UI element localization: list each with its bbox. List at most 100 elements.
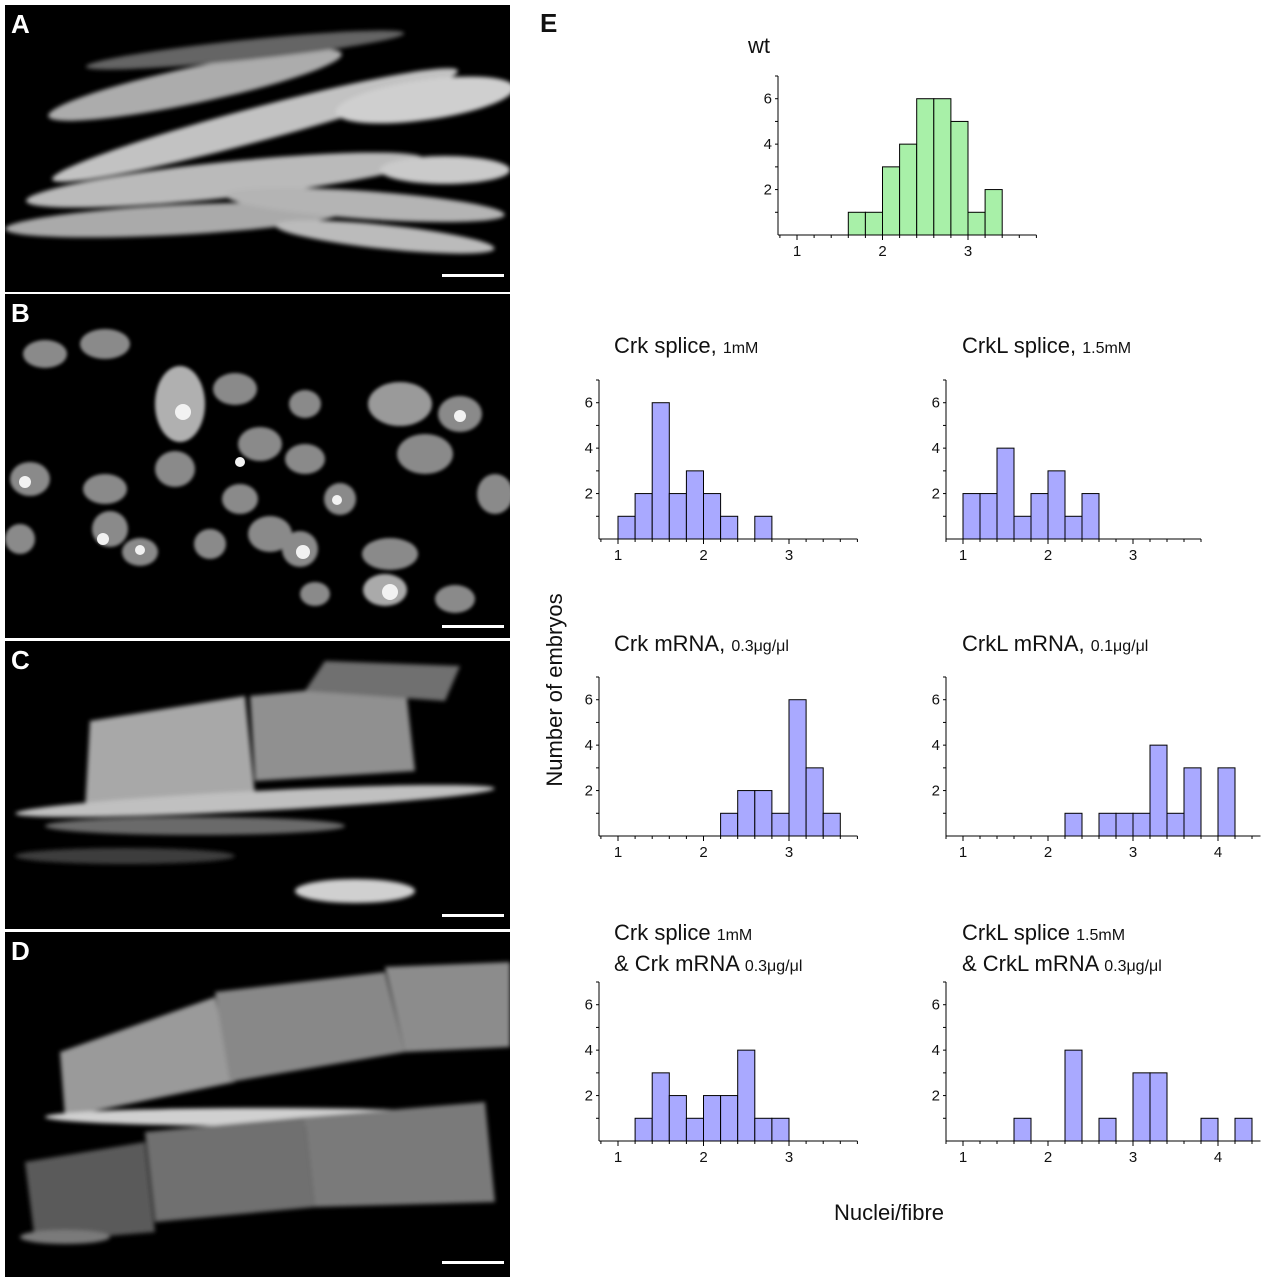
y-tick-label: 6 [764,91,772,108]
bar [771,1117,790,1142]
bar [651,1072,670,1142]
micrograph-a-image [5,30,510,254]
bar [771,812,790,837]
bar [1132,1072,1151,1142]
bar [737,1049,756,1142]
bar [1098,812,1117,837]
title-text-line2: & CrkL mRNA [962,951,1099,976]
y-tick-label: 6 [585,395,593,412]
bar [720,515,739,540]
bar [737,790,756,837]
x-tick-label: 2 [878,243,886,260]
y-tick-label: 2 [585,783,593,800]
histogram-title-crk-rescue: Crk splice 1mM & Crk mRNA 0.3μg/μl [614,919,802,981]
histogram-title-crkl-splice: CrkL splice, 1.5mM [962,332,1131,363]
x-tick-label: 1 [614,844,622,861]
bar [882,166,901,236]
y-tick-label: 6 [932,395,940,412]
bar [1064,812,1083,837]
bar [720,812,739,837]
x-tick-label: 3 [1129,844,1137,861]
bar [1149,744,1168,837]
bar [950,120,969,236]
x-tick-label: 1 [614,1149,622,1166]
title-text: Crk splice, [614,333,717,358]
bar [996,447,1015,540]
y-tick-label: 4 [932,1042,940,1059]
histogram-title-crkl-rescue: CrkL splice 1.5mM & CrkL mRNA 0.3μg/μl [962,919,1162,981]
histogram-title-crk-mrna: Crk mRNA, 0.3μg/μl [614,630,789,661]
micrograph-b: B [5,294,510,638]
y-tick-label: 4 [932,440,940,457]
y-tick-label: 6 [585,692,593,709]
x-tick-label: 2 [1044,1149,1052,1166]
bar [788,699,807,837]
bar [1013,515,1032,540]
x-tick-label: 2 [699,1149,707,1166]
bar [916,98,935,236]
bar [899,143,918,236]
bar [668,1095,687,1142]
bar [634,1117,653,1142]
title-suffix: 1mM [716,927,753,944]
histogram-crkl-mrna: 1 2 3 4 2 4 6 [932,676,1261,861]
micrograph-a: A [5,5,510,292]
bar [668,493,687,540]
bar [1217,767,1236,837]
y-tick-label: 2 [585,486,593,503]
x-tick-label: 4 [1214,844,1222,861]
bar [1200,1117,1219,1142]
x-tick-label: 3 [785,547,793,564]
bar [703,493,722,540]
scale-bar-c [442,914,504,917]
histogram-crkl-splice: 1 2 3 2 4 6 [932,379,1202,564]
histogram-title-wt: wt [748,32,770,63]
title-text-line2: & Crk mRNA [614,951,739,976]
histogram-crk-mrna: 1 2 3 2 4 6 [585,676,858,861]
micrograph-d-image [20,962,510,1244]
title-suffix: 0.1μg/μl [1090,638,1149,655]
x-axis-label: Nuclei/fibre [834,1200,945,1225]
y-tick-label: 6 [932,692,940,709]
y-tick-label: 4 [585,737,593,754]
x-tick-label: 1 [959,547,967,564]
bar [754,790,773,837]
y-tick-label: 4 [585,440,593,457]
x-tick-label: 4 [1214,1149,1222,1166]
bar [984,189,1003,236]
bar [617,515,636,540]
bar [754,1117,773,1142]
title-suffix-line2: 0.3μg/μl [1104,958,1162,975]
bar [1132,812,1151,837]
x-tick-label: 2 [1044,844,1052,861]
bar [1098,1117,1117,1142]
y-tick-label: 2 [932,486,940,503]
title-suffix: 1mM [722,340,759,357]
y-tick-label: 6 [932,997,940,1014]
micrograph-b-image [5,329,510,613]
title-text: wt [748,33,770,58]
panel-letter-e: E [540,8,558,38]
x-tick-label: 2 [699,547,707,564]
bar [1081,493,1100,540]
bar [1115,812,1134,837]
x-tick-label: 3 [1129,547,1137,564]
bar [685,470,705,540]
y-tick-label: 2 [932,1088,940,1105]
bar [1166,812,1185,837]
bar [847,211,866,236]
scale-bar-b [442,625,504,628]
bar [634,493,653,540]
bar [685,1117,705,1142]
bar [651,402,670,540]
bar [1064,515,1083,540]
x-tick-label: 1 [793,243,801,260]
bar [754,515,773,540]
micrograph-c: C [5,641,510,929]
bar [1149,1072,1168,1142]
panel-letter-a: A [11,9,30,39]
bar [703,1095,722,1142]
bar [979,493,998,540]
bar [1234,1117,1253,1142]
